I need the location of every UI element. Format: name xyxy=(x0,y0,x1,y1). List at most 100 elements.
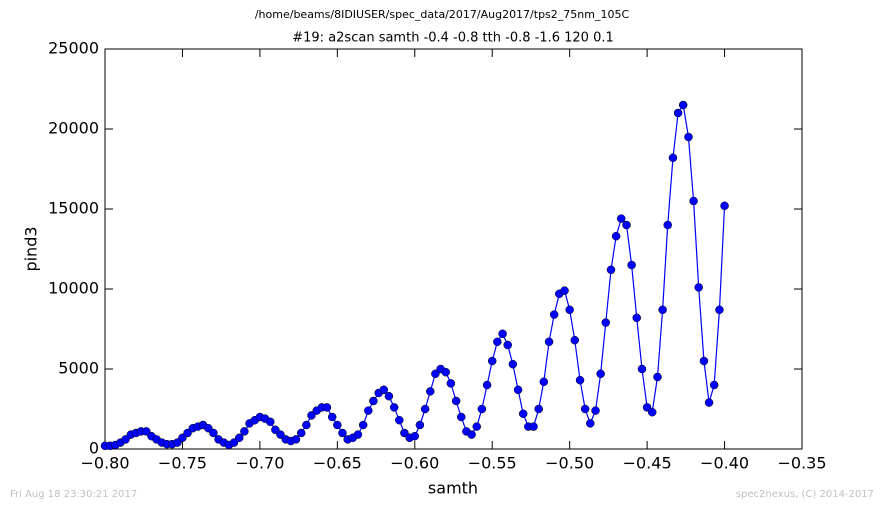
data-point xyxy=(395,415,404,425)
x-tick-label: −0.50 xyxy=(545,454,594,473)
data-point xyxy=(358,420,368,430)
footer-left: Fri Aug 18 23:30:21 2017 xyxy=(10,489,137,500)
data-point xyxy=(684,132,693,142)
data-point xyxy=(637,364,647,374)
data-point xyxy=(720,201,729,211)
data-point xyxy=(482,380,492,390)
data-point xyxy=(276,430,285,439)
data-point xyxy=(627,260,636,270)
data-point xyxy=(715,305,724,315)
data-point xyxy=(266,417,275,427)
data-point xyxy=(477,404,487,414)
x-axis-label: samth xyxy=(428,479,478,498)
data-point xyxy=(307,411,316,420)
data-point xyxy=(529,422,538,431)
data-point xyxy=(653,372,662,382)
data-point xyxy=(622,220,631,230)
data-point xyxy=(384,391,394,401)
x-tick-label: −0.35 xyxy=(777,454,826,473)
data-point xyxy=(601,318,611,327)
x-tick-label: −0.40 xyxy=(700,454,749,473)
data-point xyxy=(441,367,451,377)
data-point xyxy=(291,435,301,444)
data-point xyxy=(647,407,657,417)
data-point xyxy=(389,403,399,412)
header: /home/beams/8IDIUSER/spec_data/2017/Aug2… xyxy=(255,8,630,21)
data-point xyxy=(575,375,585,385)
data-point xyxy=(400,428,409,438)
y-tick-label: 0 xyxy=(89,439,99,458)
data-point xyxy=(513,385,523,395)
x-tick-label: −0.75 xyxy=(158,454,207,473)
data-point xyxy=(379,385,389,395)
data-point xyxy=(694,283,703,292)
x-tick-label: −0.60 xyxy=(390,454,439,473)
data-point xyxy=(333,420,342,430)
data-point xyxy=(699,356,709,366)
data-point xyxy=(560,286,569,295)
data-point xyxy=(580,404,590,414)
y-tick-label: 5000 xyxy=(58,359,99,378)
data-point xyxy=(493,337,502,347)
data-point xyxy=(420,404,430,414)
data-point xyxy=(235,433,244,443)
data-point xyxy=(632,313,641,323)
y-tick-label: 25000 xyxy=(48,39,99,58)
data-point xyxy=(591,406,600,415)
data-point xyxy=(704,398,714,407)
data-point xyxy=(296,428,306,438)
data-point xyxy=(229,438,239,447)
data-point xyxy=(616,214,626,223)
data-point xyxy=(565,305,574,315)
data-point xyxy=(668,153,678,163)
y-tick-label: 20000 xyxy=(48,119,99,138)
chart-title: #19: a2scan samth -0.4 -0.8 tth -0.8 -1.… xyxy=(292,31,614,46)
data-point xyxy=(570,335,580,345)
y-tick-label: 15000 xyxy=(48,199,99,218)
data-point xyxy=(451,396,461,406)
data-point xyxy=(209,428,218,438)
data-point xyxy=(673,108,683,118)
data-point xyxy=(503,340,512,350)
data-point xyxy=(121,435,130,444)
y-axis-label: pind3 xyxy=(22,226,41,271)
x-tick-label: −0.55 xyxy=(468,454,517,473)
data-point xyxy=(596,369,605,379)
data-point xyxy=(498,329,507,339)
data-point xyxy=(322,403,332,412)
data-point xyxy=(353,430,363,439)
data-point xyxy=(508,359,518,369)
data-point xyxy=(456,412,466,422)
data-line xyxy=(105,103,726,447)
data-point xyxy=(549,310,559,319)
data-point xyxy=(544,337,554,347)
footer-right: spec2nexus, (C) 2014-2017 xyxy=(736,489,874,500)
data-point xyxy=(327,412,337,422)
data-point xyxy=(678,100,688,110)
data-point xyxy=(606,265,616,275)
data-point xyxy=(472,422,481,431)
x-tick-label: −0.65 xyxy=(313,454,362,473)
x-tick-label: −0.80 xyxy=(80,454,129,473)
y-tick-label: 10000 xyxy=(48,279,99,298)
data-point xyxy=(467,430,476,439)
data-point xyxy=(518,409,528,419)
data-point xyxy=(534,404,543,414)
data-point xyxy=(183,428,192,438)
data-point xyxy=(539,377,549,387)
data-point xyxy=(302,420,311,430)
data-point xyxy=(240,427,249,436)
data-point xyxy=(410,431,420,441)
data-point xyxy=(689,196,698,206)
x-tick-label: −0.45 xyxy=(623,454,672,473)
x-tick-label: −0.70 xyxy=(235,454,284,473)
data-point xyxy=(426,387,435,396)
data-point xyxy=(446,379,456,388)
data-point xyxy=(658,305,667,315)
data-point xyxy=(369,396,378,406)
data-point xyxy=(364,406,373,415)
data-point xyxy=(663,220,672,230)
plot-frame xyxy=(104,48,803,450)
data-point xyxy=(586,419,595,428)
